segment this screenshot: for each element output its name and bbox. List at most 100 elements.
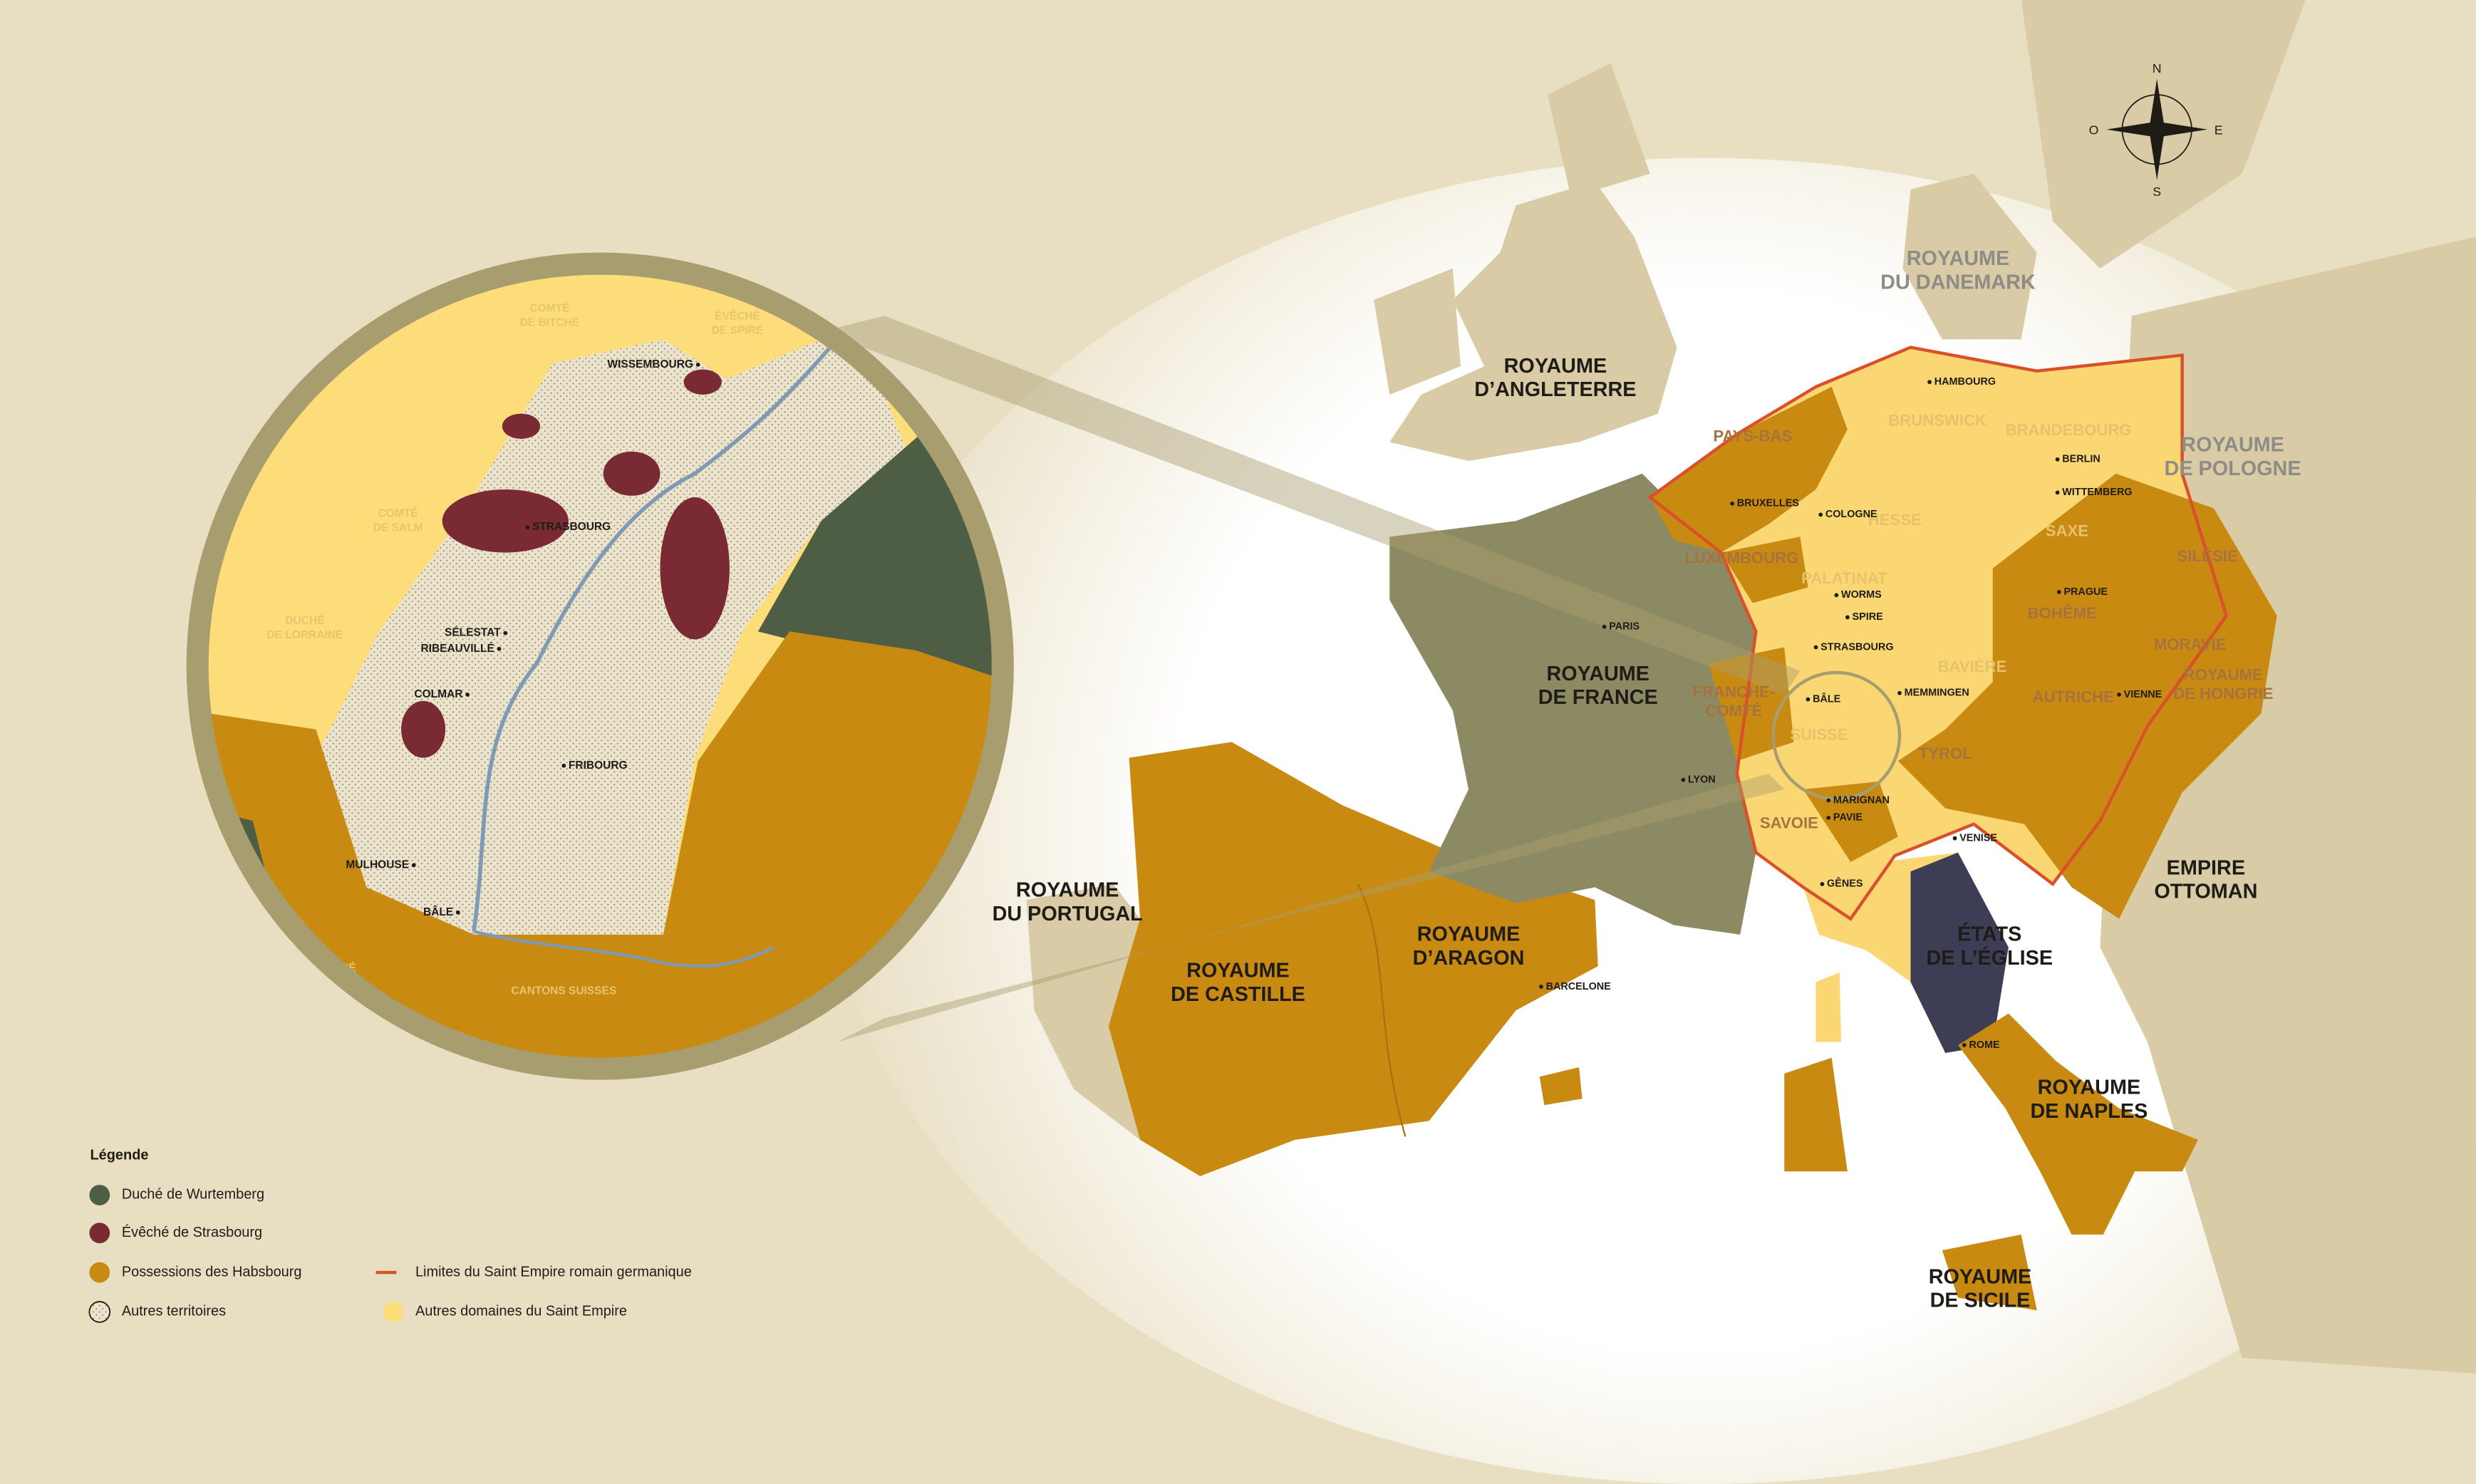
habsburg-region-label: SAVOIE [1760, 814, 1818, 832]
kingdom-label: DE FRANCE [1538, 686, 1658, 709]
neighbor-label: DU DANEMARK [1880, 271, 2036, 294]
city-label: PAVIE [1833, 812, 1863, 824]
land-luxembourg [1721, 536, 1808, 603]
kingdom-label: EMPIRE [2167, 856, 2245, 879]
land-portugal [1026, 883, 1141, 1140]
neighbor-label: DE POLOGNE [2165, 457, 2301, 480]
kingdom-label: DE L’ÉGLISE [1926, 945, 2053, 970]
city-dot [1818, 512, 1823, 517]
kingdom-label: DE SICILE [1930, 1290, 2031, 1312]
zoom-circle [1771, 670, 1902, 801]
city-dot [1539, 985, 1543, 989]
empire-region-label: SUISSE [1790, 725, 1848, 743]
city-dot [1962, 1043, 1967, 1047]
inset-city-label: COLMAR [414, 688, 462, 700]
inset-strasbourg [660, 497, 730, 640]
city-label: BARCELONE [1546, 981, 1612, 992]
city-dot [1681, 777, 1686, 782]
habsburg-region-label: PAYS-BAS [1714, 427, 1793, 445]
connector-band [836, 773, 1785, 1042]
city-dot [1602, 624, 1607, 629]
city-dot [1820, 882, 1825, 886]
empire-region-label: PALATINAT [1801, 569, 1887, 587]
city-label: BERLIN [2062, 454, 2101, 465]
city-dot [695, 363, 700, 367]
kingdom-label: DE CASTILLE [1171, 983, 1305, 1006]
land [1026, 0, 2476, 1374]
inset-region-label: ÉVÊCHÉ [715, 309, 760, 322]
inset-content: COMTÉ DE BITCHE ÉVÊCHÉ DE SPIRE COMTÉ DE SALM… [197, 264, 1003, 1069]
inset-region-label: COMTÉ [529, 302, 569, 314]
land-ireland [1374, 268, 1461, 395]
border-castille-aragon [1357, 883, 1407, 1137]
connector-band [821, 316, 1801, 695]
legend-swatch [89, 1262, 110, 1283]
inset-strasbourg [401, 700, 446, 758]
neighbor-label: ROYAUME [2181, 434, 2284, 457]
empire-region-label: BAVIÈRE [1938, 658, 2007, 675]
empire-boundary [1647, 346, 2229, 921]
inset-frame [186, 252, 1014, 1080]
land-england [1389, 181, 1677, 462]
kingdom-label: D’ARAGON [1413, 947, 1525, 970]
city-dot [525, 525, 530, 530]
city-label: PARIS [1609, 621, 1640, 633]
kingdom-label: DE NAPLES [2030, 1100, 2148, 1123]
inset-region-label: DE LORRAINE [266, 629, 343, 641]
city-dot [503, 631, 508, 635]
inset-region-label: DE SPIRE [712, 324, 763, 336]
legend-swatch [89, 1185, 110, 1205]
kingdom-label: ROYAUME [1186, 960, 1290, 982]
neighbor-label: ROYAUME [1907, 247, 2010, 270]
kingdom-label: ÉTATS [1957, 922, 2021, 946]
compass: N S E O [2089, 61, 2223, 199]
kingdom-label: DU PORTUGAL [993, 903, 1143, 925]
land-spain [1108, 742, 1598, 1176]
city-dot [1826, 798, 1831, 803]
legend-item: Limites du Saint Empire romain germaniqu… [415, 1264, 692, 1280]
land-denmark [1902, 173, 2037, 340]
city-label: MARIGNAN [1833, 794, 1890, 806]
city-dot [465, 692, 470, 697]
habsburg-region-label: AUTRICHE [2033, 687, 2114, 705]
city-dot [1897, 690, 1902, 695]
land-sicily [1942, 1234, 2037, 1311]
city-label: MEMMINGEN [1905, 687, 1969, 699]
city-dot [1834, 593, 1839, 598]
inset-habsburg [197, 631, 1003, 1069]
inset-city-label: MULHOUSE [346, 858, 409, 871]
habsburg-region-label: FRANCHE- [1692, 683, 1775, 701]
habsburg-region-label: MORAVIE [2154, 635, 2227, 653]
land-sardinia [1784, 1057, 1848, 1172]
kingdom-label: ROYAUME [1504, 355, 1607, 378]
compass-north: N [2153, 61, 2162, 76]
empire-region-label: HESSE [1868, 511, 1922, 529]
kingdom-label: OTTOMAN [2154, 881, 2257, 903]
land-scotland [1547, 63, 1650, 197]
city-dot [1730, 502, 1734, 506]
city-dot [561, 763, 566, 768]
inset-strasbourg [502, 413, 541, 440]
city-label: BÂLE [1813, 692, 1841, 705]
inset-city-label: FRIBOURG [569, 759, 628, 772]
inset-city-label: BÂLE [423, 906, 453, 918]
city-dot [411, 863, 416, 868]
habsburg-region-label: BOHÊME [2028, 604, 2097, 622]
legend-item: Autres territoires [122, 1304, 226, 1319]
legend-title: Légende [90, 1147, 148, 1163]
compass-west: O [2089, 123, 2099, 137]
legend-swatch [89, 1223, 110, 1244]
city-label: STRASBOURG [1820, 641, 1893, 653]
inset-strasbourg [442, 489, 569, 553]
inset-city-label: SÉLESTAT [445, 627, 501, 639]
city-dot [1952, 836, 1957, 841]
city-dot [1927, 380, 1932, 385]
habsburg-region-label: COMTÉ [1705, 702, 1762, 720]
legend-swatch [383, 1302, 404, 1322]
land-baleares [1539, 1067, 1583, 1106]
legend-item: Duché de Wurtemberg [122, 1187, 264, 1203]
land-naples [1957, 1013, 2198, 1235]
legend-swatch [88, 1301, 111, 1323]
inset-region-label: COMTÉ [378, 507, 418, 519]
